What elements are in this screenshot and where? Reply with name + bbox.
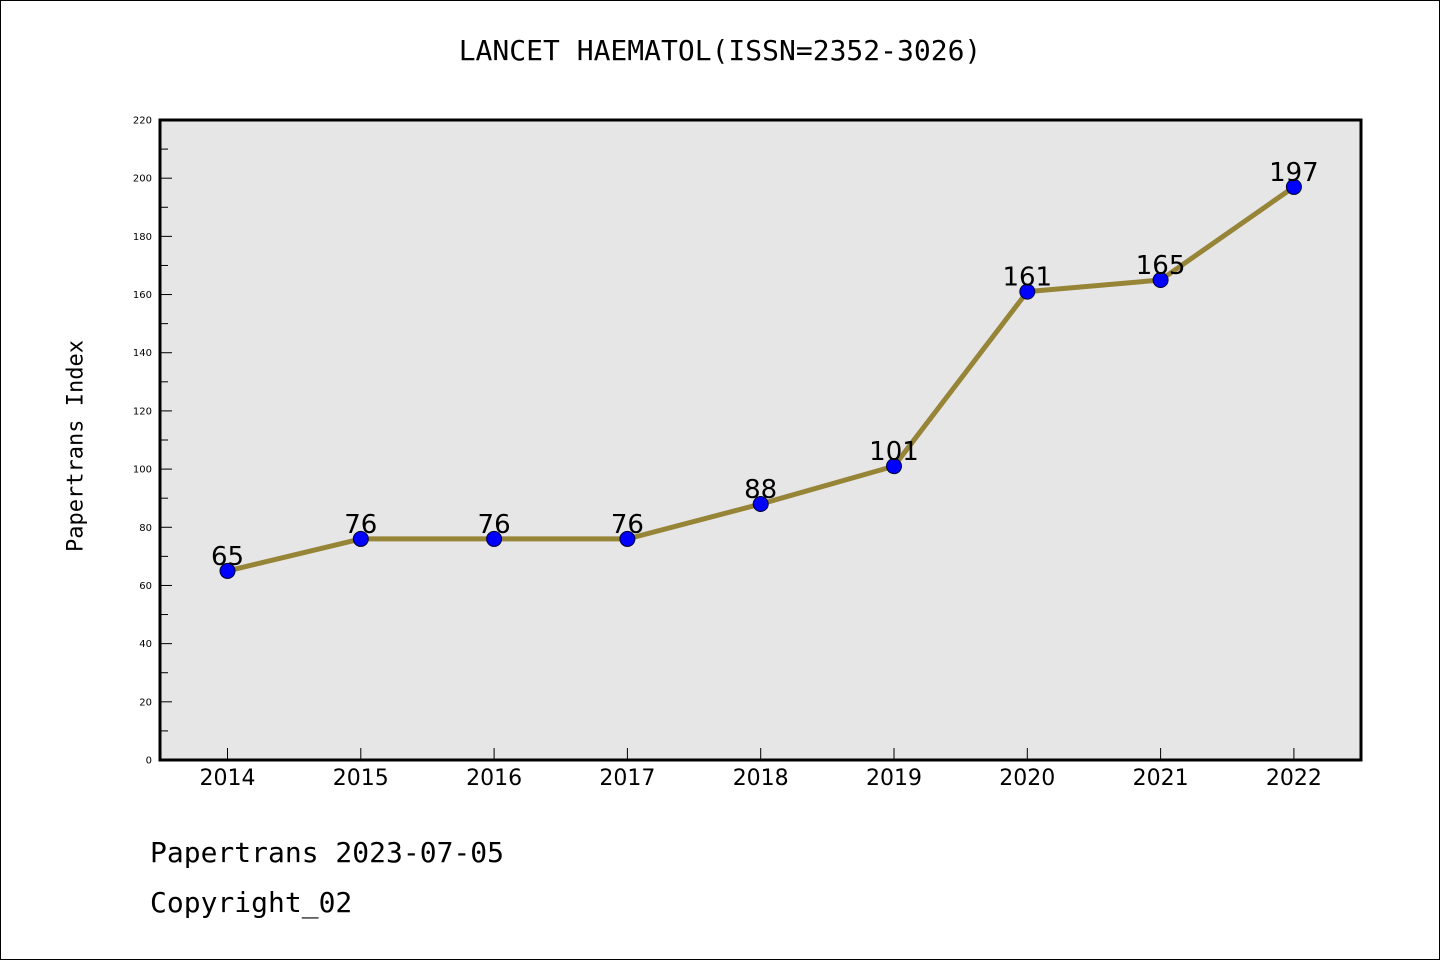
x-tick-label: 2020 — [999, 766, 1055, 791]
y-tick-label: 20 — [139, 697, 152, 708]
y-tick-label: 180 — [133, 232, 152, 243]
x-tick-label: 2022 — [1266, 766, 1322, 791]
x-tick-label: 2018 — [733, 766, 789, 791]
plot-area — [160, 120, 1361, 760]
data-label: 88 — [744, 475, 777, 505]
y-tick-label: 40 — [139, 639, 152, 650]
x-tick-label: 2016 — [466, 766, 522, 791]
x-tick-label: 2015 — [333, 766, 389, 791]
y-tick-label: 80 — [139, 523, 152, 534]
x-tick-label: 2021 — [1133, 766, 1189, 791]
data-point — [219, 562, 236, 579]
y-tick-label: 120 — [133, 406, 152, 417]
data-label: 197 — [1269, 158, 1319, 188]
x-tick-label: 2014 — [200, 766, 256, 791]
data-label: 76 — [478, 510, 511, 540]
data-label: 165 — [1136, 251, 1186, 281]
y-tick-label: 160 — [133, 290, 152, 301]
y-tick-label: 100 — [133, 465, 152, 476]
y-tick-label: 60 — [139, 581, 152, 592]
y-tick-label: 200 — [133, 174, 152, 185]
series-layer: 65 76 76 76 88 101 161 165 197 — [211, 158, 1319, 579]
data-label: 65 — [211, 542, 244, 572]
footer-copyright: Copyright_02 — [150, 886, 353, 919]
data-point — [752, 496, 769, 512]
data-label: 76 — [611, 510, 644, 540]
data-point — [352, 530, 369, 547]
x-axis: 2014 2015 2016 2017 2018 2019 2020 2021 2022 — [200, 748, 1322, 791]
data-label: 161 — [1002, 263, 1052, 293]
chart-title: LANCET HAEMATOL(ISSN=2352-3026) — [458, 34, 982, 67]
x-tick-label: 2017 — [599, 766, 655, 791]
y-tick-label: 140 — [133, 348, 152, 359]
data-point — [1152, 272, 1169, 288]
data-point — [1285, 178, 1302, 195]
data-point — [1019, 283, 1036, 300]
data-point — [619, 530, 636, 547]
data-label: 76 — [344, 510, 377, 540]
y-tick-label: 220 — [133, 116, 152, 127]
footer-source-date: Papertrans 2023-07-05 — [150, 836, 505, 869]
plot-border — [158, 118, 1363, 762]
data-point — [486, 530, 503, 547]
x-tick-label: 2019 — [866, 766, 922, 791]
data-point — [886, 458, 902, 475]
y-tick-label: 0 — [146, 756, 152, 767]
data-label: 101 — [869, 437, 919, 467]
